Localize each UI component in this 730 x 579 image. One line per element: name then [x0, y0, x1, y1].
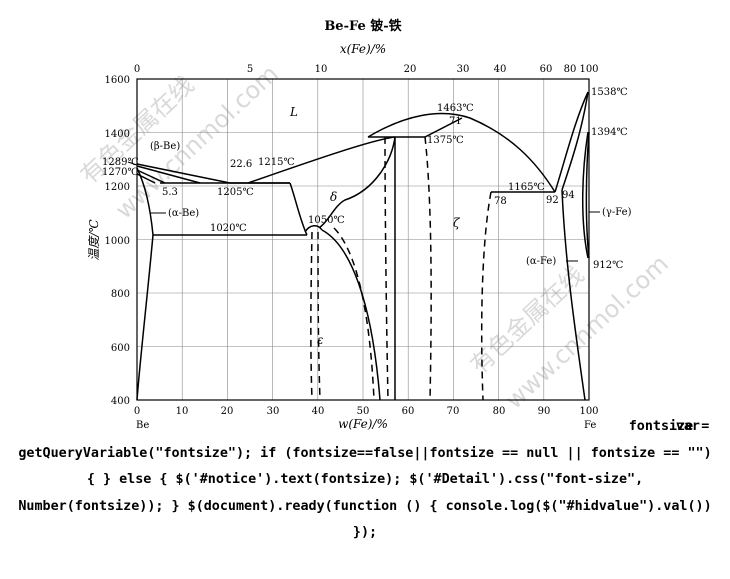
y-tick-label: 1600 — [105, 75, 130, 86]
beta-alpha-boundary — [136, 167, 154, 236]
phase-label-delta: δ — [330, 190, 337, 204]
grid — [137, 79, 589, 400]
be-fe-phase-diagram: 有色金属在线 www.cnnmol.com 有色金属在线 www.cnnmol.… — [75, 18, 674, 430]
annot-1289: 1289℃ — [102, 157, 139, 168]
phase-label-zeta: ζ — [453, 216, 461, 230]
bottom-tick-labels: 0 10 20 30 40 50 60 70 80 90 100 — [134, 406, 599, 417]
figure-title: Be-Fe 铍-铁 — [324, 18, 401, 34]
y-tick-label: 400 — [111, 396, 130, 407]
bottom-tick-label: 10 — [176, 406, 189, 417]
epsilon-left-dash-2 — [317, 231, 321, 401]
y-tick-label: 1400 — [105, 129, 130, 140]
y-tick-label: 1200 — [105, 182, 130, 193]
gamma-loop-outer — [582, 131, 589, 259]
bottom-tick-label: 40 — [312, 406, 325, 417]
solidus-beta-be — [136, 169, 166, 184]
annot-1205: 1205℃ — [217, 187, 254, 198]
delta-right-boundary — [319, 136, 396, 228]
bottom-tick-label: 100 — [579, 406, 598, 417]
annot-1165: 1165℃ — [508, 182, 545, 193]
epsilon-right-dash — [333, 227, 375, 401]
gamma-loop-inner — [585, 131, 590, 259]
y-tick-label: 600 — [111, 343, 130, 354]
bottom-tick-label: 90 — [538, 406, 551, 417]
annot-1020: 1020℃ — [210, 223, 247, 234]
top-axis-title: x(Fe)/% — [340, 42, 386, 56]
phase-label-liquid: L — [289, 105, 298, 119]
code-trailing-token: var — [675, 419, 700, 434]
annot-1394: 1394℃ — [591, 127, 628, 138]
annot-78: 78 — [494, 196, 507, 207]
fe-solidus — [561, 91, 589, 191]
annot-1215: 1215℃ — [258, 157, 295, 168]
bottom-tick-label: 60 — [402, 406, 415, 417]
y-tick-label: 1000 — [105, 236, 130, 247]
top-tick-label: 80 — [564, 64, 577, 75]
zeta-liquidus-dome — [367, 112, 556, 193]
top-tick-labels: 0 5 10 20 30 40 60 80 100 — [134, 64, 599, 75]
bottom-axis-title: w(Fe)/% — [338, 417, 388, 430]
top-tick-label: 10 — [315, 64, 328, 75]
annot-94: 94 — [562, 190, 575, 201]
right-end-label: Fe — [584, 420, 596, 430]
annot-1538: 1538℃ — [591, 87, 628, 98]
annot-1270: 1270℃ — [102, 167, 139, 178]
top-tick-label: 100 — [579, 64, 598, 75]
plot-frame — [136, 78, 590, 401]
epsilon-left-dash-1 — [310, 231, 313, 401]
top-tick-label: 5 — [247, 64, 253, 75]
zeta-left-inner-dash — [384, 136, 389, 401]
y-axis-title: 温度/℃ — [87, 219, 101, 261]
y-tick-labels: 400 600 800 1000 1200 1400 1600 — [105, 75, 130, 407]
alpha-be-solvus — [136, 234, 154, 401]
phase-boundaries — [136, 91, 590, 401]
bottom-tick-label: 30 — [267, 406, 280, 417]
zeta-left-dash — [424, 136, 432, 401]
bottom-tick-label: 50 — [357, 406, 370, 417]
annot-92: 92 — [546, 195, 559, 206]
epsilon-right-solvus — [321, 229, 381, 401]
bottom-tick-label: 20 — [221, 406, 234, 417]
leader-1289 — [127, 161, 138, 166]
leaked-script-body: fontsize = getQueryVariable("fontsize");… — [18, 419, 712, 540]
phase-label-alpha-be: (α-Be) — [168, 208, 199, 219]
delta-left-boundary — [289, 182, 308, 236]
top-tick-label: 20 — [404, 64, 417, 75]
annot-71: 71 — [449, 116, 462, 127]
phase-label-alpha-fe: (α-Fe) — [526, 256, 556, 267]
top-tick-label: 30 — [457, 64, 470, 75]
annot-912: 912℃ — [593, 260, 623, 271]
y-tick-label: 800 — [111, 289, 130, 300]
annot-1375: 1375℃ — [427, 135, 464, 146]
zeta-right-boundary — [424, 117, 463, 138]
delta-1050-dome — [304, 225, 323, 233]
phase-label-epsilon: ε — [317, 333, 323, 347]
annot-5-3: 5.3 — [162, 187, 178, 198]
annot-1050: 1050℃ — [308, 215, 345, 226]
annot-1463: 1463℃ — [437, 103, 474, 114]
top-tick-label: 60 — [540, 64, 553, 75]
bottom-tick-label: 80 — [493, 406, 506, 417]
liquidus-be-side-2 — [136, 165, 201, 184]
top-tick-label: 0 — [134, 64, 140, 75]
phase-label-gamma-fe: (γ-Fe) — [602, 207, 632, 218]
annot-22-6: 22.6 — [230, 159, 252, 170]
top-tick-label: 40 — [494, 64, 507, 75]
leader-lines — [127, 161, 600, 262]
left-end-label: Be — [136, 420, 149, 430]
fe-liquidus — [554, 91, 589, 193]
leaked-script-text: fontsize = getQueryVariable("fontsize");… — [14, 414, 716, 547]
phase-label-beta-be: (β-Be) — [150, 141, 180, 152]
liquidus-be-side — [136, 163, 231, 184]
bottom-tick-label: 0 — [134, 406, 140, 417]
alpha-fe-solvus — [561, 189, 586, 401]
dashed-boundaries — [310, 136, 492, 401]
bottom-tick-label: 70 — [447, 406, 460, 417]
